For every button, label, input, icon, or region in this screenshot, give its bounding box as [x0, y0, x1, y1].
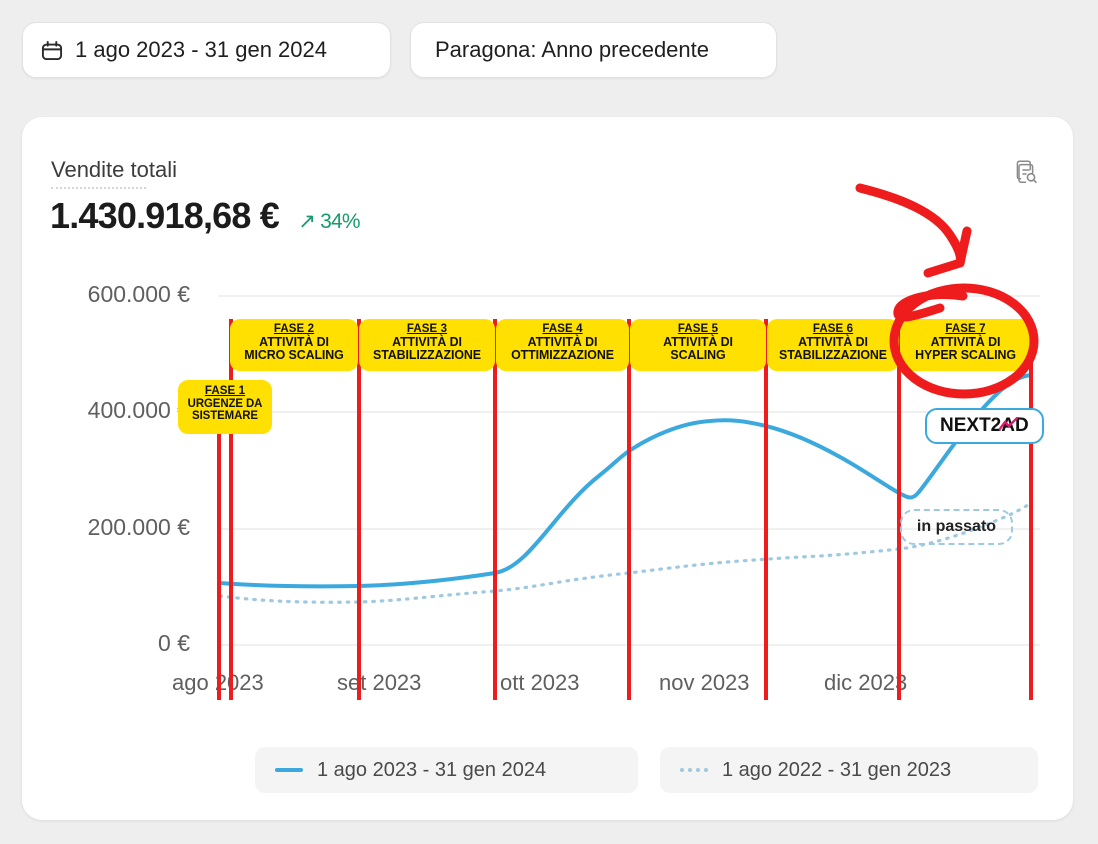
svg-text:400.000 €: 400.000 €: [88, 397, 191, 423]
svg-text:dic 2023: dic 2023: [824, 670, 907, 695]
svg-text:ott 2023: ott 2023: [500, 670, 580, 695]
svg-text:0 €: 0 €: [158, 630, 190, 656]
svg-text:nov 2023: nov 2023: [659, 670, 750, 695]
svg-text:200.000 €: 200.000 €: [88, 514, 191, 540]
svg-text:set 2023: set 2023: [337, 670, 421, 695]
svg-text:600.000 €: 600.000 €: [88, 285, 191, 307]
